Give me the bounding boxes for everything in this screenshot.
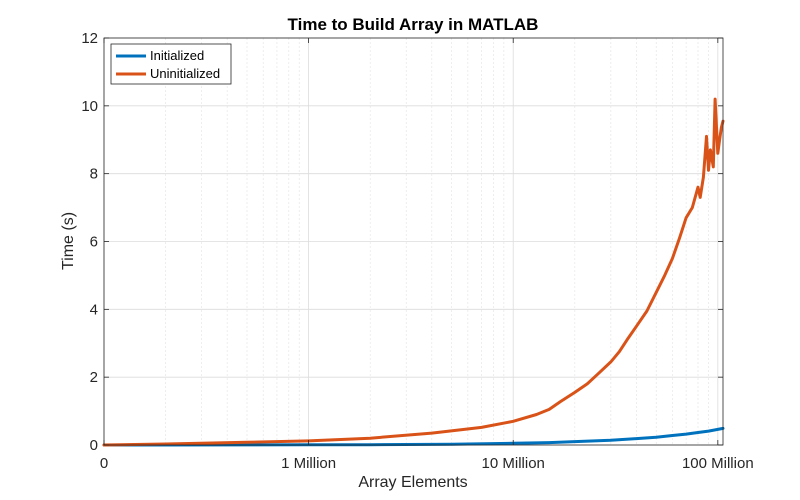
x-tick-label: 100 Million [682, 455, 754, 472]
legend-label-initialized: Initialized [150, 48, 204, 63]
legend-box [110, 43, 232, 85]
y-tick-label: 4 [90, 301, 98, 318]
x-axis-label: Array Elements [358, 474, 467, 491]
y-axis-ticks: 0 2 4 6 8 10 12 [81, 30, 723, 454]
x-tick-label: 10 Million [482, 455, 545, 472]
x-tick-label: 0 [100, 455, 108, 472]
x-tick-label: 1 Million [281, 455, 336, 472]
y-tick-label: 6 [90, 234, 98, 251]
y-tick-label: 10 [81, 98, 98, 115]
y-tick-label: 8 [90, 166, 98, 183]
x-axis-ticks: 0 1 Million 10 Million 100 Million [100, 38, 754, 472]
y-axis-label: Time (s) [60, 212, 77, 270]
y-tick-label: 0 [90, 437, 98, 454]
chart-title: Time to Build Array in MATLAB [288, 15, 539, 34]
y-tick-label: 2 [90, 369, 98, 386]
y-tick-label: 12 [81, 30, 98, 47]
legend: Initialized Uninitialized [110, 43, 232, 85]
legend-label-uninitialized: Uninitialized [150, 66, 220, 81]
series-line-uninitialized [102, 97, 725, 447]
